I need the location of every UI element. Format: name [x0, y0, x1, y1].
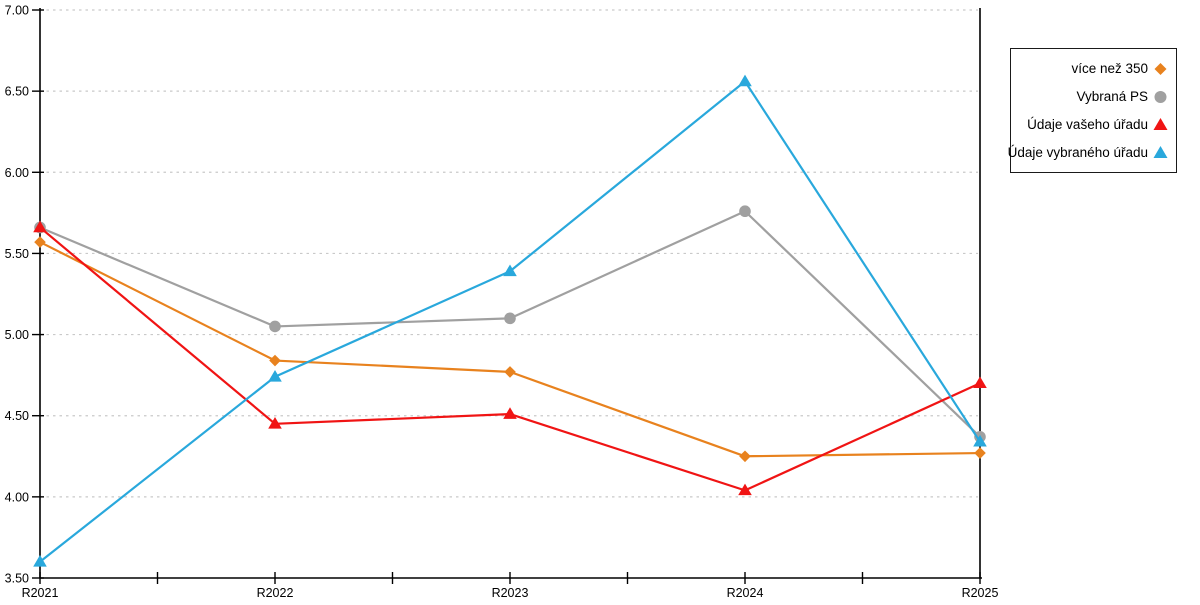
data-point-marker [739, 450, 751, 463]
x-tick-label: R2023 [492, 586, 529, 600]
y-tick-label: 3.50 [5, 572, 29, 586]
data-point-marker [503, 407, 517, 419]
legend-marker-shape [1154, 91, 1167, 104]
legend-item-label: Údaje vašeho úřadu [1027, 116, 1148, 132]
legend: více než 350 Vybraná PS Údaje vašeho úřa… [1008, 48, 1177, 173]
x-tick-label: R2025 [962, 586, 999, 600]
y-tick-label: 6.50 [5, 85, 29, 99]
legend-item: Údaje vašeho úřadu [1015, 111, 1168, 137]
data-point-marker [738, 74, 752, 87]
legend-item: Vybraná PS [1015, 84, 1168, 110]
data-point-marker [34, 236, 46, 248]
data-point-marker [269, 354, 281, 367]
legend-marker-triangle-icon [1153, 117, 1168, 130]
data-point-marker [504, 366, 516, 378]
data-point-marker [973, 376, 987, 389]
legend-item: Údaje vybraného úřadu [1008, 139, 1168, 165]
data-point-marker [269, 320, 281, 333]
data-point-marker [268, 369, 282, 382]
y-tick-label: 5.00 [5, 328, 29, 342]
y-tick-label: 4.00 [5, 490, 29, 504]
legend-marker-shape [1153, 145, 1168, 158]
x-tick-label: R2024 [727, 586, 764, 600]
y-tick-label: 7.00 [5, 4, 29, 18]
data-point-marker [739, 205, 751, 218]
data-point-marker [973, 434, 987, 447]
x-tick-label: R2022 [257, 586, 294, 600]
data-point-marker [974, 447, 986, 459]
legend-item: více než 350 [1015, 56, 1168, 82]
legend-marker-triangle-icon [1153, 145, 1168, 158]
legend-item-label: Údaje vybraného úřadu [1007, 144, 1148, 160]
data-point-marker [33, 554, 47, 567]
data-point-marker [738, 483, 752, 496]
legend-marker-circle-icon [1154, 91, 1167, 104]
data-point-marker [504, 312, 516, 325]
data-point-marker [503, 264, 517, 277]
legend-marker-diamond-icon [1154, 63, 1167, 76]
x-tick-label: R2021 [22, 586, 59, 600]
legend-marker-shape [1153, 117, 1168, 130]
data-point-marker [33, 220, 47, 233]
data-point-marker [268, 417, 282, 429]
legend-item-label: Vybraná PS [1076, 89, 1148, 105]
y-tick-label: 5.50 [5, 247, 29, 261]
legend-item-label: více než 350 [1071, 61, 1148, 77]
legend-marker-shape [1154, 63, 1167, 76]
y-tick-label: 6.00 [5, 166, 29, 180]
y-tick-label: 4.50 [5, 409, 29, 423]
